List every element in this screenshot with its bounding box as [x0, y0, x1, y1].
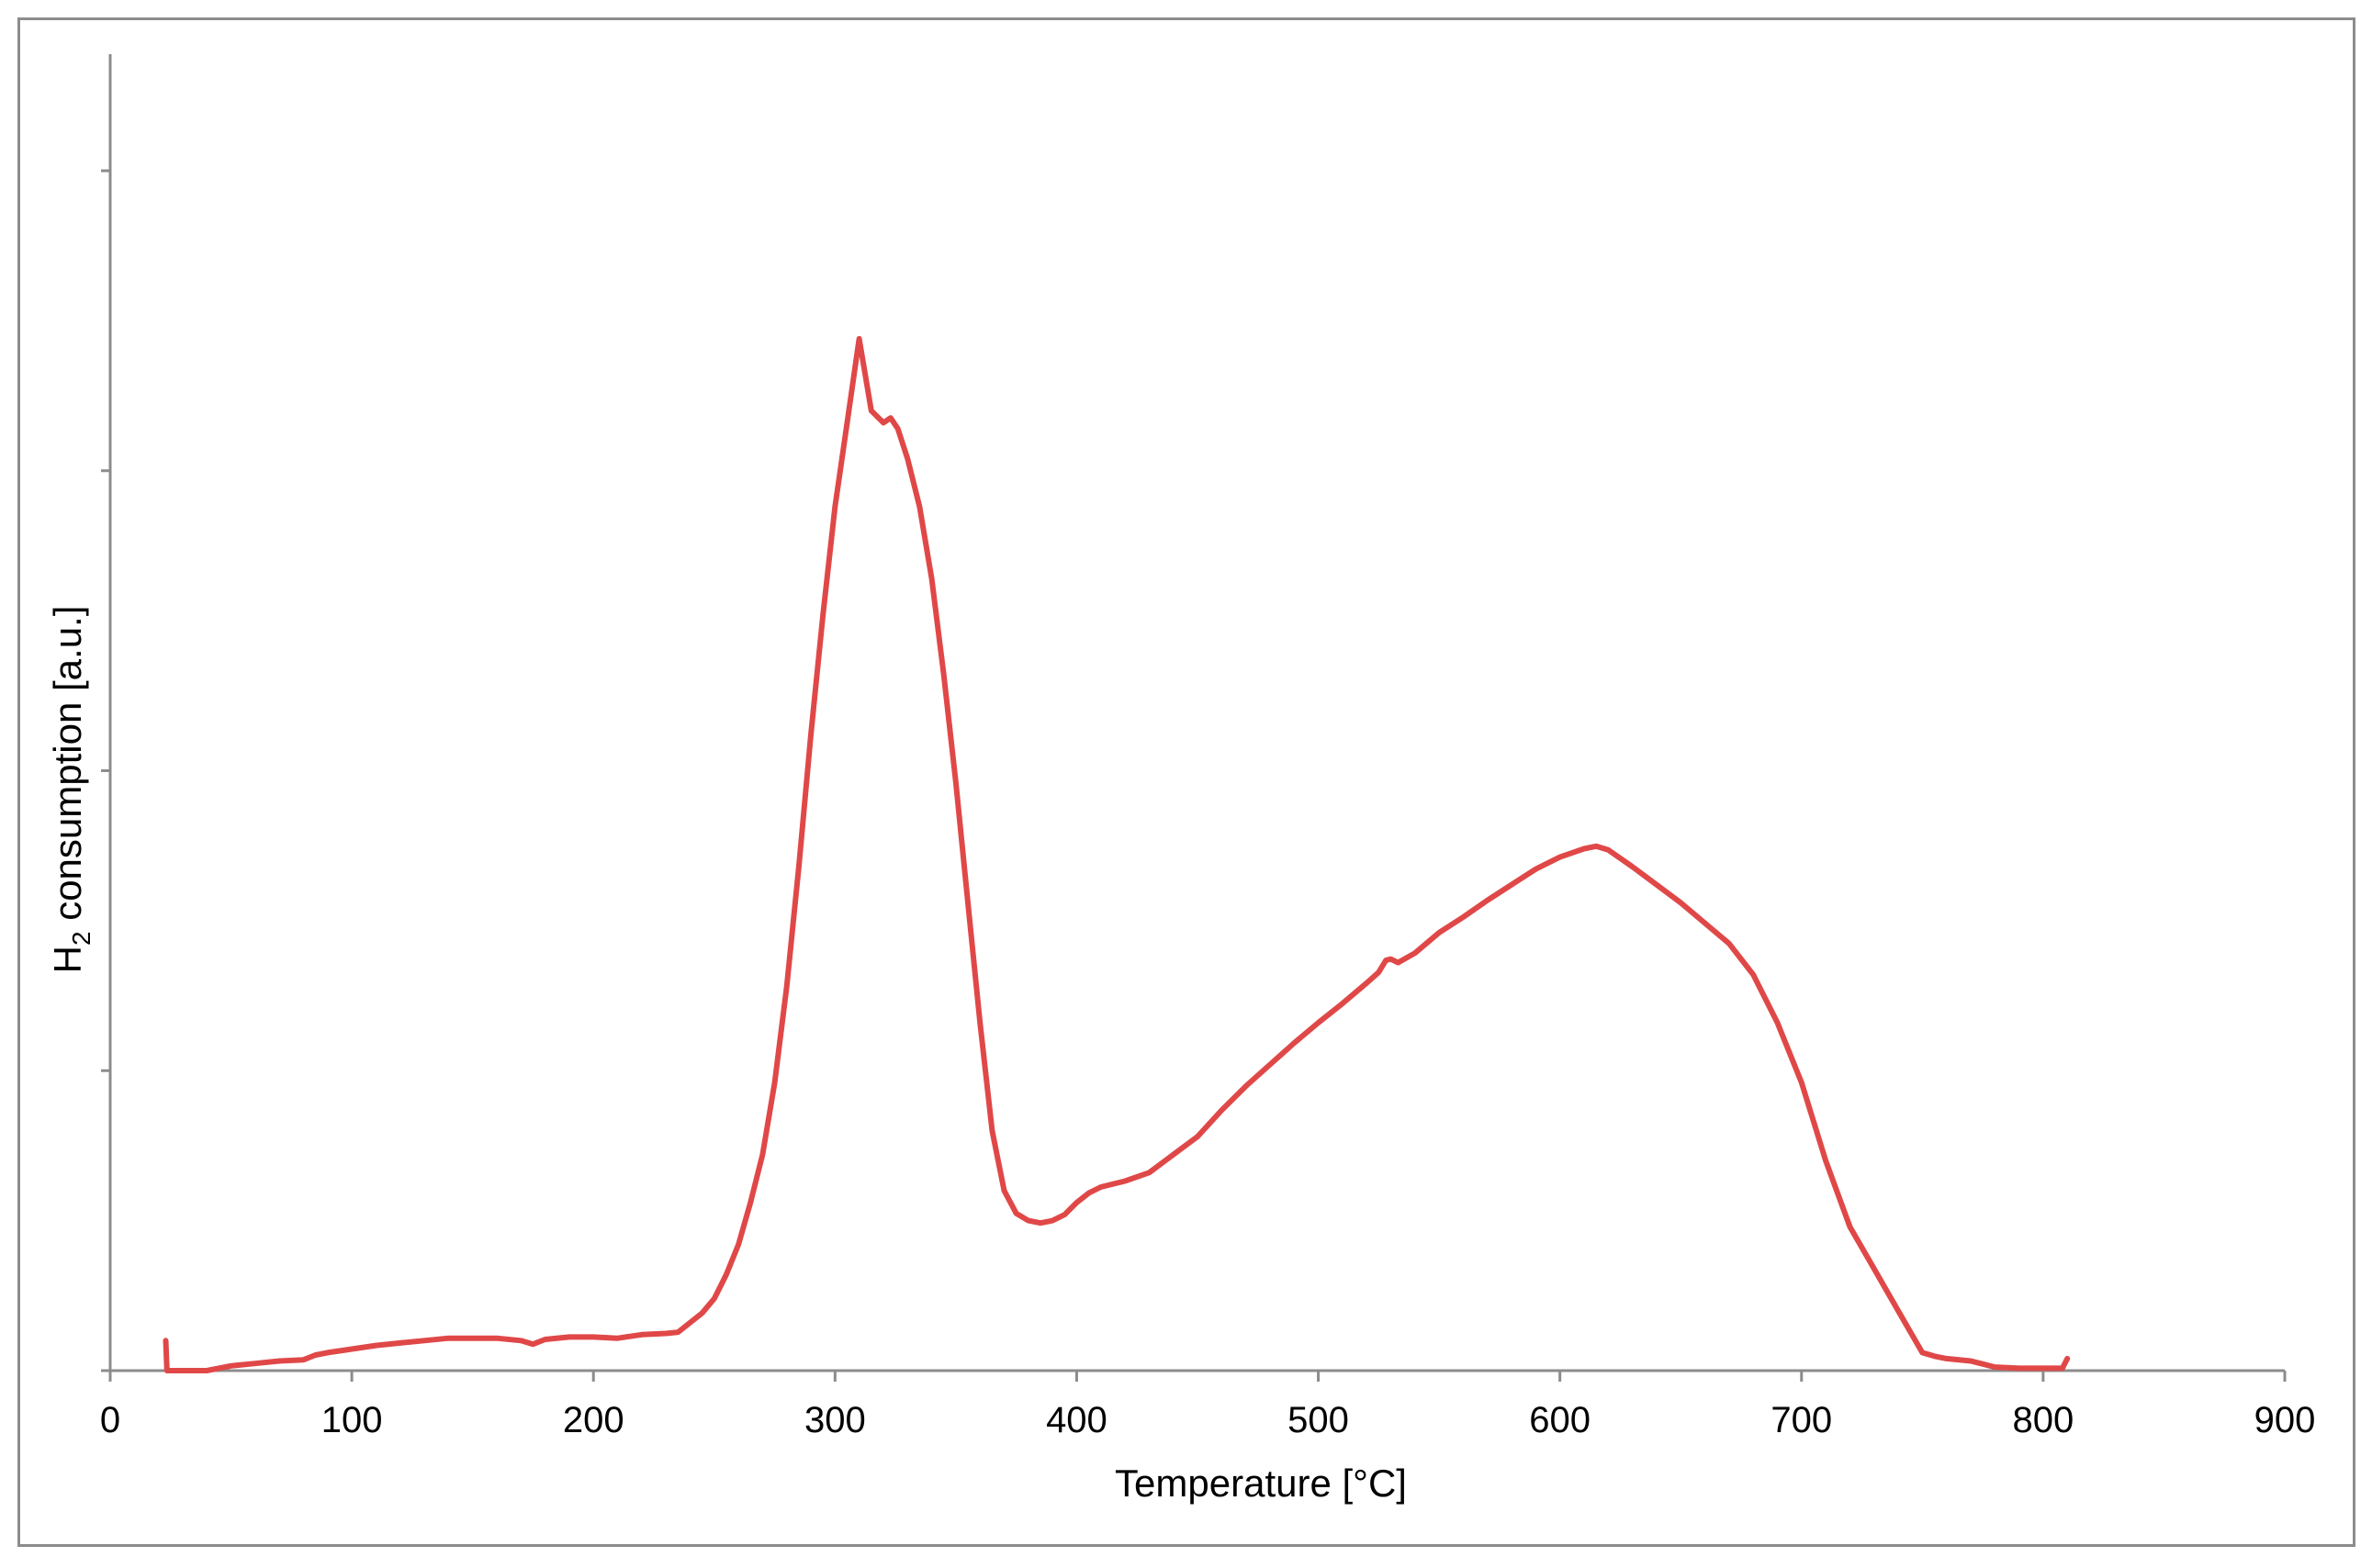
x-tick-label: 900 — [2254, 1400, 2316, 1440]
x-tick-label: 500 — [1287, 1400, 1349, 1440]
x-tick-label: 800 — [2013, 1400, 2074, 1440]
x-tick-label: 700 — [1771, 1400, 1832, 1440]
chart-frame — [17, 17, 2355, 1547]
x-tick-label: 300 — [804, 1400, 866, 1440]
y-axis-title-rest: consumption [a.u.] — [46, 606, 89, 932]
x-tick-label: 200 — [563, 1400, 624, 1440]
x-tick-label: 0 — [100, 1400, 120, 1440]
x-tick-label: 100 — [321, 1400, 383, 1440]
x-axis-title: Temperature [°C] — [1115, 1462, 1407, 1505]
series-layer — [163, 336, 2071, 1373]
y-axis-title-subscript: 2 — [67, 931, 96, 946]
y-axis-title: H2 consumption [a.u.] — [46, 606, 96, 974]
series-line — [163, 336, 2071, 1373]
axes: 0 100 200 300 400 500 600 700 800 900 — [100, 54, 2316, 1440]
y-axis-title-main: H — [46, 946, 89, 973]
x-tick-label: 600 — [1529, 1400, 1591, 1440]
x-tick-label: 400 — [1046, 1400, 1107, 1440]
